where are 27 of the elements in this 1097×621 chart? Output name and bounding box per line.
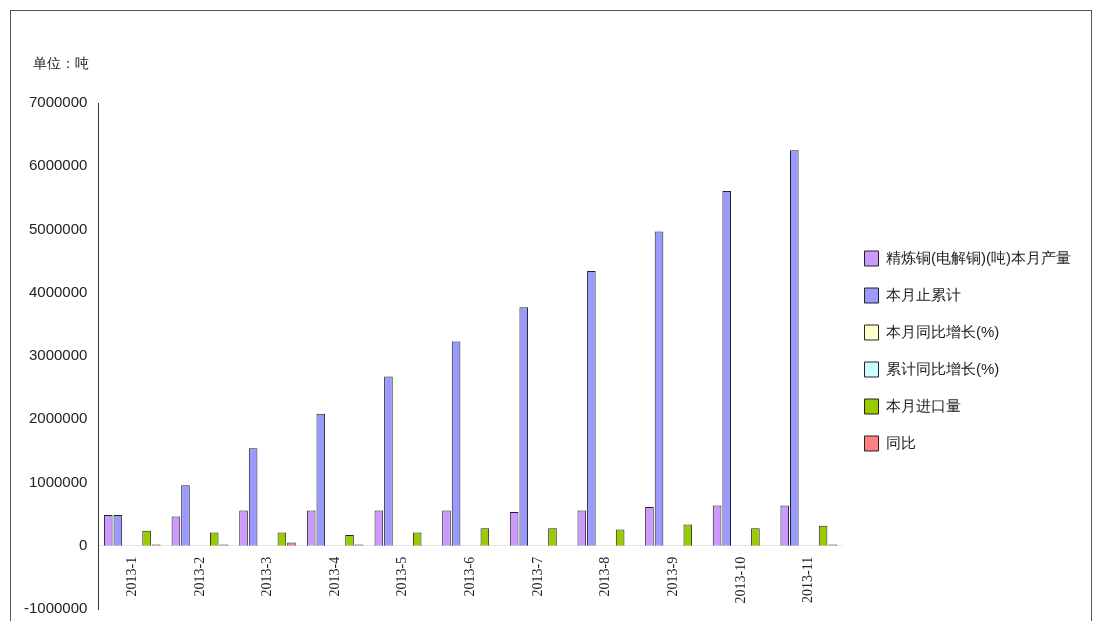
legend-label: 本月同比增长(%): [886, 322, 1000, 340]
x-tick-label: 2013-5: [394, 556, 410, 597]
x-tick-label: 2013-11: [800, 556, 816, 603]
x-tick-label: 2013-3: [259, 556, 275, 597]
y-tick-label: 4000000: [28, 282, 88, 300]
x-tick-label: 2013-6: [462, 556, 478, 597]
x-tick-label: 2013-9: [665, 556, 681, 597]
x-tick-label: 2013-2: [191, 556, 207, 597]
y-tick-label: 1000000: [28, 472, 88, 490]
x-tick-label: 2013-1: [123, 556, 139, 597]
legend-label: 本月止累计: [886, 285, 962, 303]
legend-label: 本月进口量: [886, 396, 962, 414]
x-tick-label: 2013-8: [597, 556, 613, 597]
text: 单位：吨: [33, 55, 89, 73]
y-tick-label: 6000000: [28, 156, 88, 174]
y-tick-label: 7000000: [28, 93, 88, 111]
y-tick-label: 2000000: [28, 409, 88, 427]
x-tick-label: 2013-7: [529, 556, 545, 597]
legend-label: 同比: [886, 433, 917, 451]
x-tick-label: 2013-4: [326, 556, 342, 597]
y-tick-label: 5000000: [28, 219, 88, 237]
legend-label: 精炼铜(电解铜)(吨)本月产量: [886, 248, 1071, 266]
y-tick-label: 0: [79, 535, 88, 553]
x-tick-label: 2013-10: [732, 556, 748, 604]
y-tick-label: -1000000: [23, 599, 88, 617]
legend-label: 累计同比增长(%): [886, 359, 1000, 377]
y-tick-label: 3000000: [28, 346, 88, 364]
